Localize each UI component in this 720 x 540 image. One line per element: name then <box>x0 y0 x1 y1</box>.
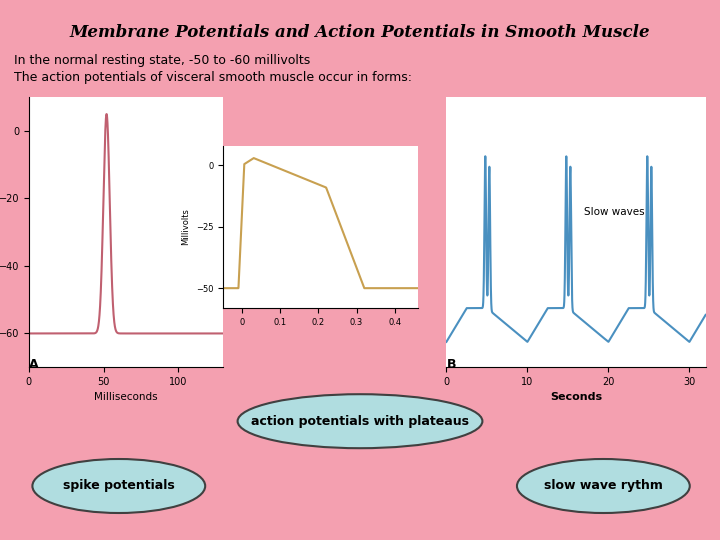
Text: A: A <box>29 358 38 372</box>
Text: action potentials with plateaus: action potentials with plateaus <box>251 415 469 428</box>
Text: slow wave rythm: slow wave rythm <box>544 480 663 492</box>
Text: spike potentials: spike potentials <box>63 480 175 492</box>
Text: Membrane Potentials and Action Potentials in Smooth Muscle: Membrane Potentials and Action Potential… <box>70 24 650 41</box>
Text: The action potentials of visceral smooth muscle occur in forms:: The action potentials of visceral smooth… <box>14 71 413 84</box>
Text: Slow waves: Slow waves <box>584 207 644 217</box>
Y-axis label: Millivolts: Millivolts <box>181 208 190 245</box>
Text: In the normal resting state, -50 to -60 millivolts: In the normal resting state, -50 to -60 … <box>14 54 310 67</box>
Text: B: B <box>446 358 456 372</box>
X-axis label: Seconds: Seconds <box>550 393 602 402</box>
X-axis label: Milliseconds: Milliseconds <box>94 393 158 402</box>
